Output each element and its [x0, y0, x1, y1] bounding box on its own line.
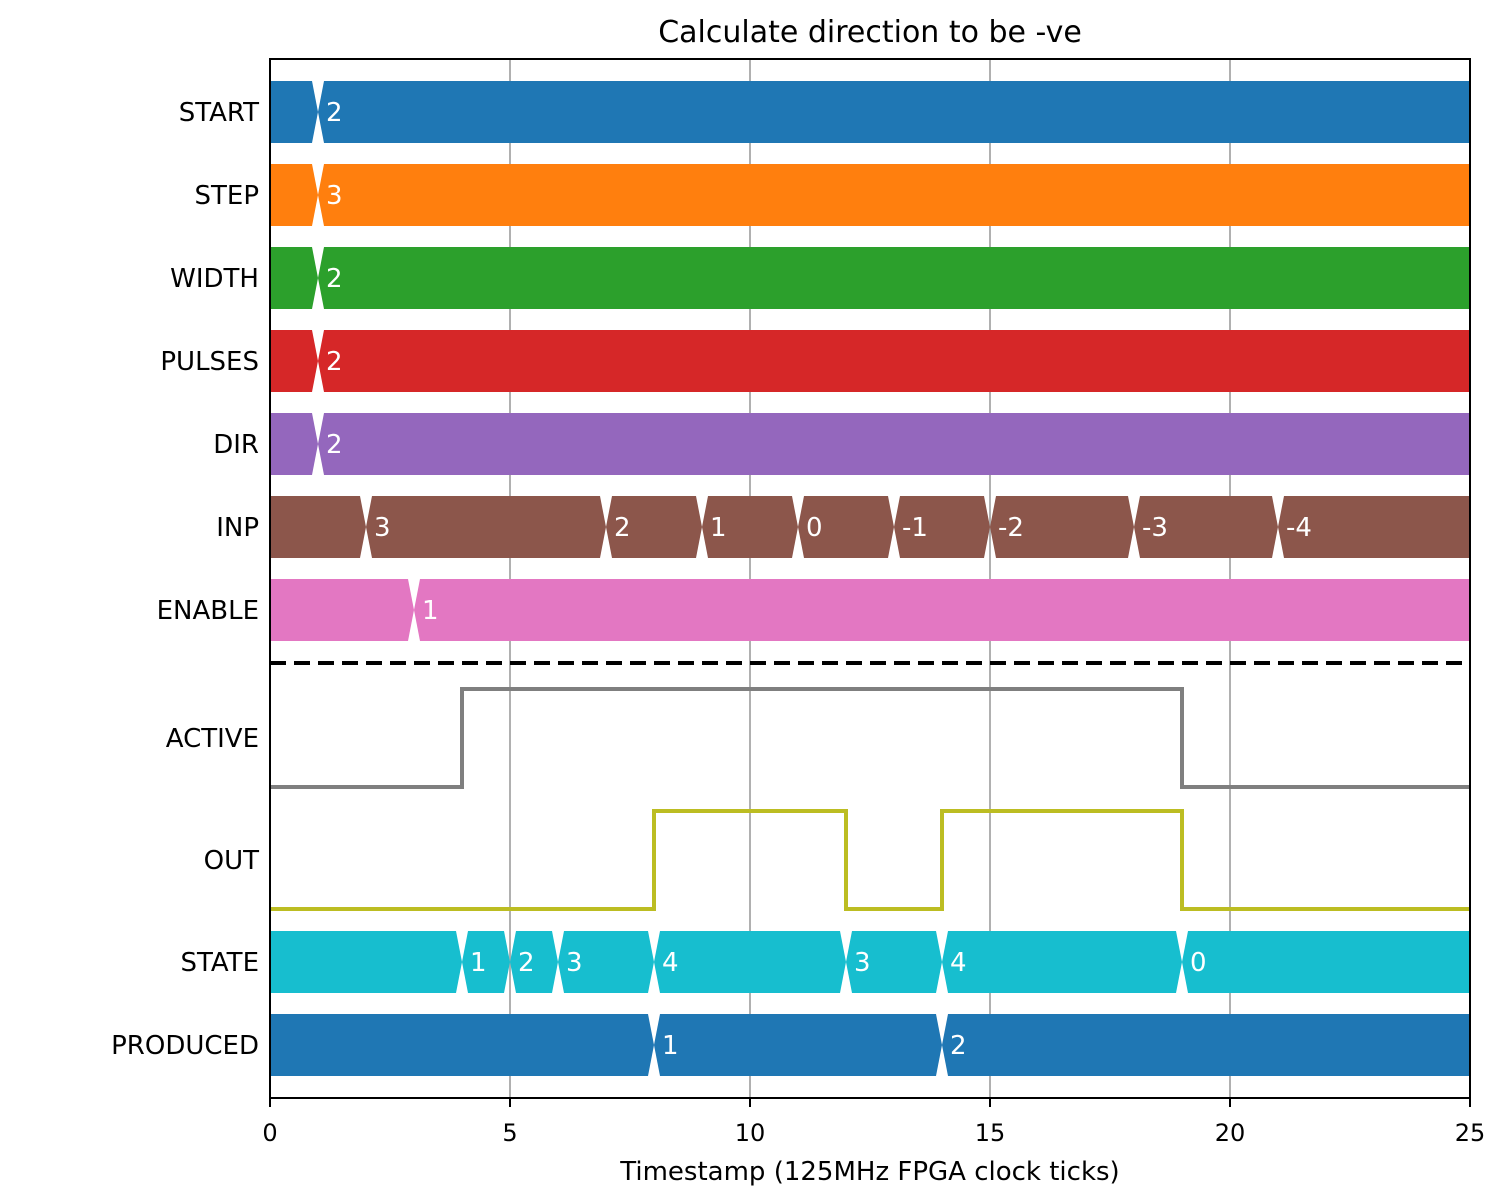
- bus-row-enable: 1: [270, 579, 1470, 641]
- bus-segment-inp-2: [606, 496, 702, 558]
- bus-value-width-1: 2: [326, 264, 343, 294]
- row-label-dir: DIR: [213, 430, 259, 460]
- bus-segment-inp-4: [798, 496, 894, 558]
- row-label-out: OUT: [204, 846, 259, 876]
- bus-segment-dir-1: [318, 413, 1470, 475]
- bus-segment-state-1: [462, 931, 510, 993]
- bus-segment-width-1: [318, 247, 1470, 309]
- bus-value-state-2: 2: [518, 948, 535, 978]
- bus-segment-produced-0: [270, 1014, 654, 1076]
- bus-segment-step-0: [270, 164, 318, 226]
- bus-segment-start-1: [318, 81, 1470, 143]
- bus-segment-enable-1: [414, 579, 1470, 641]
- bus-row-width: 2: [270, 247, 1470, 309]
- bus-value-dir-1: 2: [326, 430, 343, 460]
- bus-segment-state-0: [270, 931, 462, 993]
- bus-segment-inp-5: [894, 496, 990, 558]
- row-label-active: ACTIVE: [166, 724, 259, 754]
- bus-segment-inp-8: [1278, 496, 1470, 558]
- bus-segment-step-1: [318, 164, 1470, 226]
- bus-rows: 2 3 2 2 2 3 2 1 0 -1 -2 -3 -4 1: [270, 81, 1470, 641]
- bus-segment-inp-6: [990, 496, 1134, 558]
- x-tick-label-10: 10: [735, 1119, 766, 1147]
- bus-value-state-6: 4: [950, 948, 967, 978]
- bus-segment-state-7: [1182, 931, 1470, 993]
- bus-value-state-1: 1: [470, 948, 487, 978]
- bus-segment-inp-7: [1134, 496, 1278, 558]
- bus-value-enable-1: 1: [422, 596, 439, 626]
- row-labels: START STEP WIDTH PULSES DIR INP ENABLE ACTIVE OU…: [111, 98, 259, 1061]
- bus-segment-produced-2: [942, 1014, 1470, 1076]
- x-tick-label-15: 15: [975, 1119, 1006, 1147]
- row-label-step: STEP: [195, 181, 260, 211]
- row-label-produced: PRODUCED: [111, 1031, 259, 1061]
- bit-trace-out: [270, 809, 1470, 911]
- x-tick-label-20: 20: [1215, 1119, 1246, 1147]
- bus-value-inp-1: 3: [374, 513, 391, 543]
- output-bus-rows: 1 2 3 4 3 4 01 2: [270, 931, 1470, 1076]
- x-tick-label-5: 5: [502, 1119, 517, 1147]
- bus-row-start: 2: [270, 81, 1470, 143]
- bus-segment-state-3: [558, 931, 654, 993]
- bus-value-inp-3: 1: [710, 513, 727, 543]
- bus-value-produced-2: 2: [950, 1031, 967, 1061]
- plot-frame: [269, 58, 1471, 1099]
- bus-value-state-4: 4: [662, 948, 679, 978]
- bus-segment-inp-0: [270, 496, 366, 558]
- bus-value-state-5: 3: [854, 948, 871, 978]
- row-label-inp: INP: [216, 513, 259, 543]
- row-label-pulses: PULSES: [160, 347, 259, 377]
- bus-segment-width-0: [270, 247, 318, 309]
- bus-value-inp-8: -4: [1286, 513, 1312, 543]
- bus-value-produced-1: 1: [662, 1031, 679, 1061]
- bus-segment-inp-1: [366, 496, 606, 558]
- bus-segment-state-4: [654, 931, 846, 993]
- x-tick-label-0: 0: [262, 1119, 277, 1147]
- row-label-width: WIDTH: [170, 264, 259, 294]
- bus-value-inp-6: -2: [998, 513, 1024, 543]
- bus-segment-dir-0: [270, 413, 318, 475]
- row-label-enable: ENABLE: [157, 596, 259, 626]
- row-label-state: STATE: [181, 948, 259, 978]
- bus-segment-start-0: [270, 81, 318, 143]
- bus-value-inp-5: -1: [902, 513, 928, 543]
- bus-value-step-1: 3: [326, 181, 343, 211]
- bus-value-inp-4: 0: [806, 513, 823, 543]
- bus-segment-state-5: [846, 931, 942, 993]
- bus-row-step: 3: [270, 164, 1470, 226]
- bus-row-state: 1 2 3 4 3 4 0: [270, 931, 1470, 993]
- bus-value-state-3: 3: [566, 948, 583, 978]
- bus-segment-state-6: [942, 931, 1182, 993]
- bus-value-pulses-1: 2: [326, 347, 343, 377]
- bus-value-inp-2: 2: [614, 513, 631, 543]
- bit-rows: [270, 687, 1470, 911]
- x-axis-ticks: 0 5 10 15 20 25: [262, 1098, 1485, 1147]
- bus-segment-inp-3: [702, 496, 798, 558]
- bus-segment-state-2: [510, 931, 558, 993]
- bus-row-pulses: 2: [270, 330, 1470, 392]
- bus-segment-produced-1: [654, 1014, 942, 1076]
- bus-segment-pulses-1: [318, 330, 1470, 392]
- bit-trace-active: [270, 687, 1470, 789]
- bus-value-state-7: 0: [1190, 948, 1207, 978]
- bus-row-dir: 2: [270, 413, 1470, 475]
- bus-row-inp: 3 2 1 0 -1 -2 -3 -4: [270, 496, 1470, 558]
- grid-layer: [509, 59, 1231, 1098]
- row-label-start: START: [179, 98, 259, 128]
- bus-segment-pulses-0: [270, 330, 318, 392]
- bus-value-inp-7: -3: [1142, 513, 1168, 543]
- bus-value-start-1: 2: [326, 98, 343, 128]
- chart-title: Calculate direction to be -ve: [658, 15, 1082, 50]
- x-axis-label: Timestamp (125MHz FPGA clock ticks): [619, 1157, 1119, 1187]
- bus-segment-enable-0: [270, 579, 414, 641]
- x-tick-label-25: 25: [1455, 1119, 1486, 1147]
